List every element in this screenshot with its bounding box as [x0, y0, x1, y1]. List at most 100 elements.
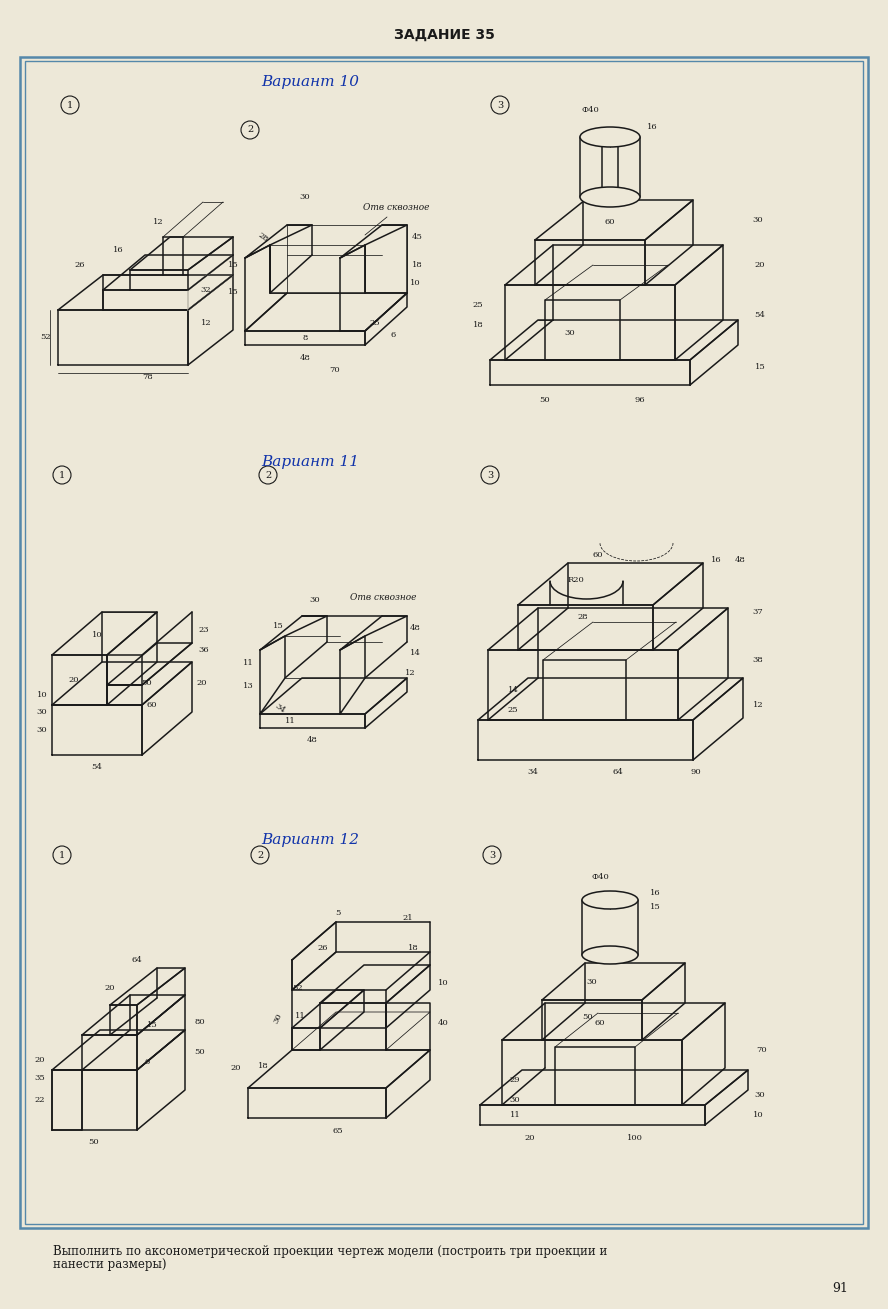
Text: 28: 28 — [257, 230, 270, 243]
Ellipse shape — [582, 946, 638, 963]
Text: Ф40: Ф40 — [591, 873, 609, 881]
Text: 30: 30 — [310, 596, 321, 603]
Text: 30: 30 — [36, 726, 47, 734]
Text: 80: 80 — [194, 1018, 205, 1026]
Text: Отв сквозное: Отв сквозное — [350, 593, 416, 602]
Text: 32: 32 — [201, 285, 211, 295]
Text: 26: 26 — [75, 260, 85, 270]
Text: 65: 65 — [333, 1127, 344, 1135]
Text: 52: 52 — [293, 984, 304, 992]
Text: 30: 30 — [299, 192, 310, 202]
Text: нанести размеры): нанести размеры) — [53, 1258, 167, 1271]
Text: 15: 15 — [227, 288, 238, 296]
Text: 36: 36 — [199, 647, 210, 654]
Text: 28: 28 — [578, 613, 589, 620]
Text: Выполнить по аксонометрической проекции чертеж модели (построить три проекции и: Выполнить по аксонометрической проекции … — [53, 1245, 607, 1258]
Text: 10: 10 — [91, 631, 102, 639]
Text: 12: 12 — [405, 669, 416, 677]
Text: 35: 35 — [35, 1073, 45, 1083]
Text: 45: 45 — [411, 233, 423, 241]
Text: 25: 25 — [369, 319, 380, 327]
Text: 8: 8 — [302, 334, 307, 342]
Text: 6: 6 — [145, 1058, 149, 1066]
Text: 20: 20 — [755, 260, 765, 270]
Text: 50: 50 — [89, 1138, 99, 1145]
Text: 15: 15 — [147, 1021, 157, 1029]
Text: 5: 5 — [336, 908, 341, 918]
Text: 70: 70 — [329, 367, 340, 374]
Text: 20: 20 — [197, 679, 207, 687]
Text: 18: 18 — [258, 1062, 268, 1069]
Text: 14: 14 — [508, 686, 519, 694]
Text: 1: 1 — [59, 851, 65, 860]
Text: 96: 96 — [635, 397, 646, 404]
Text: 10: 10 — [438, 979, 448, 987]
Text: 50: 50 — [540, 397, 551, 404]
Text: Отв сквозное: Отв сквозное — [363, 203, 430, 212]
Text: 12: 12 — [753, 702, 764, 709]
Text: Вариант 11: Вариант 11 — [261, 456, 359, 469]
Text: 15: 15 — [650, 903, 661, 911]
Text: 48: 48 — [734, 556, 745, 564]
Text: 3: 3 — [489, 851, 496, 860]
Text: 60: 60 — [605, 219, 615, 226]
Text: 18: 18 — [412, 260, 423, 270]
Text: 14: 14 — [409, 649, 420, 657]
Text: 37: 37 — [753, 607, 764, 617]
Text: Вариант 10: Вариант 10 — [261, 75, 359, 89]
Text: 11: 11 — [510, 1111, 520, 1119]
Text: ЗАДАНИЕ 35: ЗАДАНИЕ 35 — [393, 27, 495, 42]
Text: 2: 2 — [247, 126, 253, 135]
Text: 30: 30 — [510, 1096, 520, 1103]
Text: 50: 50 — [194, 1049, 205, 1056]
Text: 25: 25 — [508, 706, 519, 713]
Text: 64: 64 — [613, 768, 623, 776]
Text: 15: 15 — [227, 260, 238, 270]
Text: 34: 34 — [527, 768, 538, 776]
Text: 30: 30 — [755, 1090, 765, 1100]
Text: 64: 64 — [131, 956, 142, 963]
Text: 3: 3 — [487, 470, 493, 479]
Text: R20: R20 — [567, 576, 584, 584]
Text: 30: 30 — [587, 978, 598, 986]
Text: 30: 30 — [36, 708, 47, 716]
Text: 22: 22 — [35, 1096, 45, 1103]
Ellipse shape — [580, 127, 640, 147]
Text: 26: 26 — [318, 944, 329, 952]
Text: 20: 20 — [525, 1134, 535, 1141]
Text: 2: 2 — [257, 851, 263, 860]
Text: 30: 30 — [753, 216, 764, 224]
Text: 10: 10 — [36, 691, 47, 699]
Text: 16: 16 — [113, 246, 123, 254]
Text: Ф40: Ф40 — [581, 106, 599, 114]
Bar — [20, 58, 868, 1228]
Text: 60: 60 — [147, 702, 157, 709]
Text: 30: 30 — [565, 329, 575, 336]
Text: Вариант 12: Вариант 12 — [261, 833, 359, 847]
Text: 78: 78 — [143, 373, 154, 381]
Text: 12: 12 — [153, 219, 163, 226]
Text: 18: 18 — [472, 321, 483, 329]
Text: 23: 23 — [199, 626, 210, 634]
Text: 10: 10 — [409, 279, 420, 287]
Text: 1: 1 — [59, 470, 65, 479]
Text: 60: 60 — [595, 1018, 606, 1028]
Text: 90: 90 — [691, 768, 702, 776]
Text: 48: 48 — [299, 353, 311, 363]
Text: 54: 54 — [755, 312, 765, 319]
Text: 11: 11 — [285, 717, 296, 725]
Text: 16: 16 — [710, 556, 721, 564]
Text: 100: 100 — [627, 1134, 643, 1141]
Text: 91: 91 — [832, 1282, 848, 1295]
Text: 40: 40 — [438, 1018, 448, 1028]
Text: 70: 70 — [757, 1046, 767, 1054]
Text: 1: 1 — [67, 101, 73, 110]
Text: 34: 34 — [274, 702, 287, 715]
Text: 20: 20 — [35, 1056, 45, 1064]
Text: 11: 11 — [295, 1012, 305, 1020]
Text: 20: 20 — [231, 1064, 242, 1072]
Text: 11: 11 — [242, 658, 253, 668]
Text: 15: 15 — [755, 363, 765, 370]
Text: 60: 60 — [593, 551, 603, 559]
Text: 38: 38 — [753, 656, 764, 664]
